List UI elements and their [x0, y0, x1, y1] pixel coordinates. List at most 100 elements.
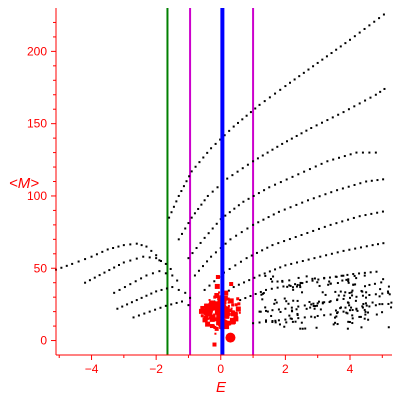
cloud-point [260, 293, 263, 296]
branch-point [330, 191, 333, 194]
branch-point [175, 301, 178, 304]
cloud-point [289, 284, 292, 287]
branch-point [283, 208, 286, 211]
cloud-point [356, 309, 359, 312]
branch-point [226, 177, 229, 180]
branch-point [170, 303, 173, 306]
branch-point [336, 251, 339, 254]
cluster-point [234, 311, 238, 315]
cloud-point [304, 327, 307, 330]
cloud-point [319, 308, 322, 311]
branch-point [277, 210, 280, 213]
branch-point [307, 258, 310, 261]
branch-point [326, 160, 329, 163]
branch-point [65, 264, 68, 267]
branch-point [84, 258, 87, 261]
branch-point [101, 250, 104, 253]
branch-point [206, 194, 209, 197]
branch-point [193, 212, 196, 215]
branch-point [347, 218, 350, 221]
branch-point [290, 306, 293, 309]
cloud-point [390, 306, 393, 309]
branch-point [155, 257, 158, 260]
branch-point [171, 274, 174, 277]
branch-point [297, 317, 300, 320]
branch-point [290, 317, 293, 320]
branch-point [285, 178, 288, 181]
cloud-point [309, 306, 312, 309]
branch-point [168, 216, 171, 219]
branch-point [182, 185, 185, 188]
branch-point [277, 242, 280, 245]
cloud-point [337, 294, 340, 297]
cluster-point [222, 296, 227, 301]
branch-point [330, 52, 333, 55]
cloud-point [313, 277, 316, 280]
branch-point [203, 288, 206, 291]
branch-point [311, 279, 314, 282]
branch-point [349, 296, 351, 299]
branch-point [249, 111, 252, 114]
branch-point [286, 140, 288, 143]
branch-point [77, 260, 80, 263]
branch-point [84, 281, 87, 284]
branch-point [347, 185, 350, 188]
cloud-point [387, 291, 390, 294]
branch-point [341, 187, 344, 190]
y-tick-label: 50 [34, 261, 48, 275]
cluster-point [230, 319, 236, 325]
branch-point [134, 280, 137, 283]
branch-point [132, 316, 135, 319]
cloud-point [361, 305, 364, 308]
branch-point [358, 31, 361, 34]
cloud-point [339, 306, 342, 309]
branch-point [140, 244, 143, 247]
cluster-point [234, 303, 238, 307]
branch-point [317, 227, 320, 230]
branch-point [325, 254, 328, 257]
branch-point [382, 242, 385, 245]
cloud-point [386, 290, 389, 293]
cloud-point [350, 306, 353, 309]
cloud-point [313, 307, 316, 310]
branch-point [353, 105, 356, 108]
cloud-point [362, 302, 365, 305]
cloud-point [321, 291, 324, 294]
branch-point [208, 284, 211, 287]
branch-point [295, 134, 298, 137]
cloud-point [367, 318, 370, 321]
cluster-point [235, 316, 239, 320]
branch-point [293, 78, 296, 81]
branch-point [268, 186, 271, 189]
branch-point [381, 210, 384, 213]
branch-point [246, 227, 249, 230]
branch-point [244, 297, 247, 300]
branch-point [150, 249, 153, 252]
branch-point [257, 221, 260, 224]
cloud-point [361, 290, 364, 293]
branch-point [307, 199, 309, 202]
branch-point [202, 265, 204, 268]
branch-point [247, 197, 250, 200]
branch-point [361, 151, 364, 154]
cloud-point [336, 298, 339, 301]
branch-point [254, 107, 257, 110]
cloud-point [288, 279, 291, 282]
cloud-point [290, 309, 293, 312]
cloud-point [276, 280, 279, 283]
cluster-point [214, 326, 219, 331]
branch-point [312, 197, 315, 200]
branch-point [277, 308, 280, 311]
cluster-point [228, 298, 234, 304]
branch-point [135, 299, 138, 302]
cloud-point [378, 295, 381, 298]
cloud-point [334, 321, 337, 324]
cloud-point [347, 281, 350, 284]
cluster-point [216, 312, 222, 318]
cloud-point [382, 278, 385, 281]
cloud-point [265, 319, 268, 322]
cloud-point [291, 286, 294, 289]
branch-point [282, 285, 285, 288]
cluster-point [213, 317, 218, 322]
